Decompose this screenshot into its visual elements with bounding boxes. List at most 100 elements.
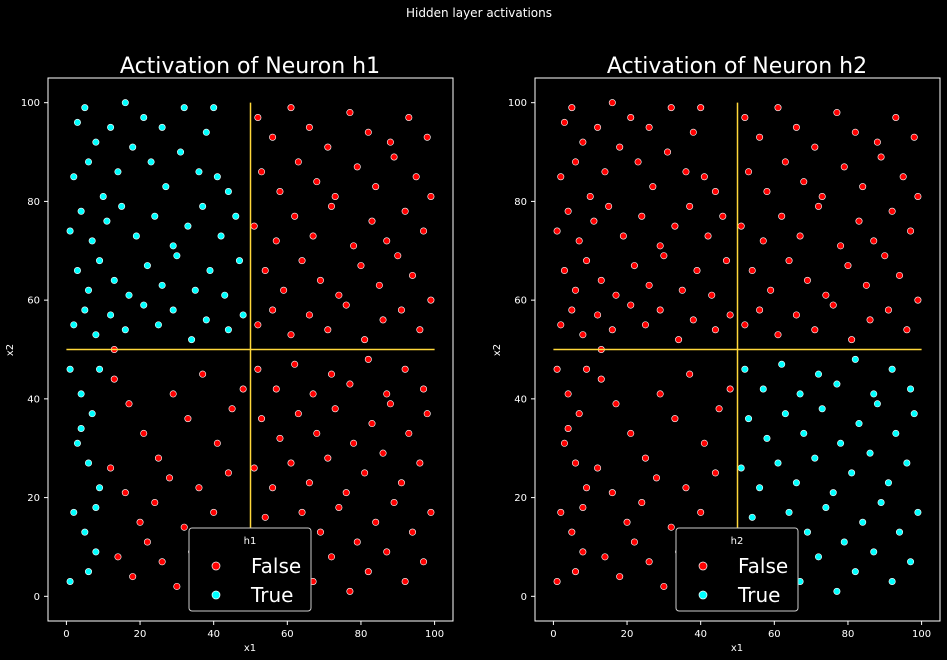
data-point-false (612, 400, 620, 408)
data-point-false (383, 548, 391, 556)
data-point-false (571, 286, 579, 294)
data-point-false (583, 484, 591, 492)
data-point-false (298, 508, 306, 516)
data-point-false (383, 390, 391, 398)
data-point-false (796, 232, 804, 240)
data-point-false (136, 518, 144, 526)
data-point-false (678, 286, 686, 294)
data-point-false (667, 104, 675, 112)
y-tick-label: 100 (21, 98, 40, 109)
data-point-false (316, 276, 324, 284)
data-point-false (364, 128, 372, 136)
legend-box (675, 527, 799, 612)
data-point-true (778, 360, 786, 368)
data-point-false (855, 217, 863, 225)
x-tick-label: 100 (912, 629, 931, 640)
data-point-false (560, 118, 568, 126)
data-point-true (162, 183, 170, 191)
legend-label-true: True (250, 583, 293, 607)
data-point-true (206, 267, 214, 275)
data-point-false (346, 109, 354, 117)
data-point-false (888, 207, 896, 215)
data-point-false (420, 558, 428, 566)
data-point-false (778, 212, 786, 220)
data-point-false (774, 331, 782, 339)
x-axis-label: x1 (244, 643, 256, 654)
data-point-false (298, 257, 306, 265)
data-point-true (169, 242, 177, 250)
data-point-false (335, 503, 343, 511)
data-point-true (202, 128, 210, 136)
data-point-false (151, 499, 159, 507)
data-point-false (903, 326, 911, 334)
data-point-true (888, 365, 896, 373)
data-point-true (85, 568, 93, 576)
data-point-false (361, 336, 369, 344)
data-point-false (774, 104, 782, 112)
data-point-false (741, 113, 749, 121)
data-point-false (616, 143, 624, 151)
data-point-true (121, 326, 129, 334)
data-point-false (335, 291, 343, 299)
y-tick-label: 0 (521, 592, 527, 603)
data-point-false (767, 286, 775, 294)
data-point-false (280, 286, 288, 294)
data-point-true (796, 390, 804, 398)
data-point-true (737, 464, 745, 472)
data-point-false (180, 523, 188, 531)
data-point-false (423, 410, 431, 418)
data-point-false (818, 192, 826, 200)
data-point-true (140, 113, 148, 121)
data-point-false (803, 276, 811, 284)
data-point-false (353, 163, 361, 171)
data-point-true (199, 202, 207, 210)
data-point-false (357, 262, 365, 270)
data-point-false (258, 168, 266, 176)
data-point-false (423, 133, 431, 141)
data-point-true (781, 410, 789, 418)
data-point-false (364, 355, 372, 363)
data-point-true (73, 267, 81, 275)
data-point-false (686, 202, 694, 210)
data-point-false (140, 429, 148, 437)
data-point-false (324, 454, 332, 462)
data-point-false (741, 321, 749, 329)
data-point-false (224, 469, 232, 477)
data-point-false (269, 306, 277, 314)
x-ticks: 0 20 40 60 80 100 (63, 621, 444, 640)
data-point-false (579, 138, 587, 146)
data-point-false (785, 257, 793, 265)
data-point-false (579, 548, 587, 556)
data-point-false (372, 518, 380, 526)
data-point-false (557, 321, 565, 329)
data-point-false (597, 276, 605, 284)
data-point-false (645, 281, 653, 289)
data-point-false (844, 262, 852, 270)
data-point-false (568, 104, 576, 112)
data-point-false (269, 133, 277, 141)
data-point-false (107, 464, 115, 472)
data-point-false (756, 133, 764, 141)
data-point-true (224, 326, 232, 334)
data-point-true (180, 104, 188, 112)
data-point-false (346, 380, 354, 388)
data-point-false (781, 158, 789, 166)
data-point-false (829, 301, 837, 309)
data-point-false (892, 113, 900, 121)
data-point-true (851, 355, 859, 363)
data-point-false (756, 306, 764, 314)
data-point-false (608, 99, 616, 107)
data-point-false (811, 326, 819, 334)
data-point-false (601, 553, 609, 561)
data-point-true (792, 479, 800, 487)
data-point-false (715, 405, 723, 413)
x-tick-label: 20 (134, 629, 147, 640)
data-point-false (379, 449, 387, 457)
legend-label-false: False (251, 554, 301, 578)
data-point-true (903, 459, 911, 467)
data-point-false (630, 262, 638, 270)
data-point-false (656, 390, 664, 398)
data-point-false (368, 420, 376, 428)
data-point-true (224, 188, 232, 196)
data-point-false (397, 306, 405, 314)
